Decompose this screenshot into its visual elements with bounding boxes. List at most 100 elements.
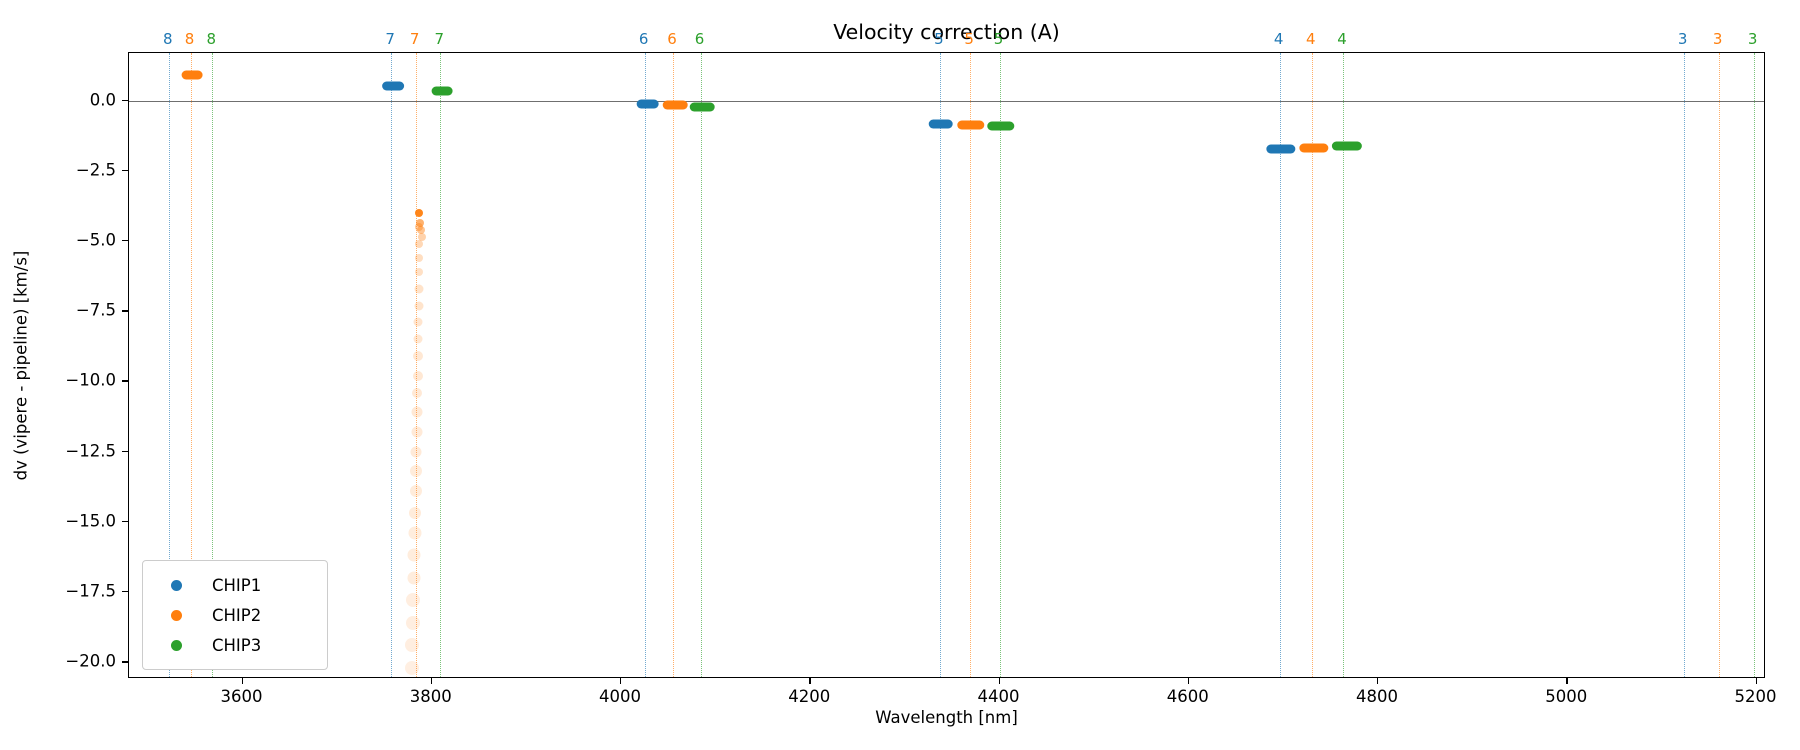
outlier-point xyxy=(407,548,421,562)
legend-item-chip1[interactable]: CHIP1 xyxy=(157,570,315,600)
outlier-point xyxy=(413,334,423,344)
order-label: 8 xyxy=(206,30,217,48)
outlier-point xyxy=(413,317,423,327)
y-tick-label: −12.5 xyxy=(65,441,116,461)
y-tick-label: −5.0 xyxy=(75,230,116,250)
outlier-point xyxy=(412,351,423,362)
order-label: 7 xyxy=(409,30,420,48)
outlier-point xyxy=(414,223,423,232)
outlier-point xyxy=(411,406,423,418)
outlier-point xyxy=(405,615,420,630)
chart-title: Velocity correction (A) xyxy=(833,20,1060,44)
outlier-point xyxy=(414,267,423,276)
data-cluster xyxy=(662,100,688,110)
x-tick-mark xyxy=(809,678,811,684)
order-guide-line xyxy=(415,53,417,677)
order-guide-line xyxy=(999,53,1001,677)
x-tick-mark xyxy=(241,678,243,684)
outlier-point xyxy=(410,446,422,458)
order-guide-line xyxy=(700,53,702,677)
data-cluster xyxy=(1299,143,1329,153)
x-tick-label: 4400 xyxy=(977,687,1020,706)
outlier-point xyxy=(405,593,420,608)
x-tick-mark xyxy=(1187,678,1190,684)
x-tick-mark xyxy=(620,678,622,684)
order-guide-line xyxy=(673,53,675,677)
y-tick-label: −15.0 xyxy=(65,511,116,531)
order-guide-line xyxy=(939,53,941,677)
order-guide-line xyxy=(1311,53,1313,677)
order-guide-line xyxy=(644,53,646,677)
x-tick-label: 3800 xyxy=(409,687,452,706)
outlier-point xyxy=(404,638,419,653)
y-axis-label-text: dv (vipere - pipeline) [km/s] xyxy=(11,250,31,480)
x-tick-label: 4200 xyxy=(788,687,831,706)
y-tick-label: −10.0 xyxy=(65,370,116,390)
order-guide-line xyxy=(1343,53,1345,677)
outlier-point xyxy=(415,209,424,217)
outlier-point xyxy=(414,253,423,262)
order-guide-line xyxy=(212,53,214,677)
outlier-point xyxy=(409,484,422,497)
x-tick-label: 4000 xyxy=(599,687,642,706)
chart-legend: CHIP1 CHIP2 CHIP3 xyxy=(142,560,328,670)
outlier-point xyxy=(414,284,424,294)
order-guide-line xyxy=(391,53,393,677)
outlier-point xyxy=(412,370,423,381)
y-tick-label: −17.5 xyxy=(65,581,116,601)
y-tick-mark xyxy=(122,590,128,593)
outlier-point xyxy=(407,571,421,585)
order-label: 3 xyxy=(1747,30,1758,48)
order-label: 5 xyxy=(993,30,1004,48)
outlier-point xyxy=(409,465,422,478)
order-label: 3 xyxy=(1677,30,1688,48)
order-guide-line xyxy=(440,53,442,677)
x-tick-mark xyxy=(1377,678,1379,684)
legend-label: CHIP1 xyxy=(212,575,262,595)
data-cluster xyxy=(1266,144,1296,154)
order-label: 4 xyxy=(1337,30,1347,48)
y-tick-label: −20.0 xyxy=(65,651,116,671)
data-cluster xyxy=(928,119,954,129)
y-tick-mark xyxy=(122,450,128,452)
outlier-point xyxy=(414,301,424,311)
outlier-point xyxy=(408,507,421,520)
legend-label: CHIP3 xyxy=(212,635,262,655)
x-tick-mark xyxy=(1755,678,1757,684)
y-tick-label: −7.5 xyxy=(75,300,116,320)
legend-item-chip2[interactable]: CHIP2 xyxy=(157,600,315,630)
outlier-point xyxy=(414,239,423,248)
data-cluster xyxy=(1331,141,1362,151)
data-cluster xyxy=(431,86,453,96)
y-tick-mark xyxy=(122,310,128,312)
data-cluster xyxy=(987,121,1015,131)
x-tick-mark xyxy=(1566,678,1568,684)
x-tick-label: 5200 xyxy=(1734,687,1777,706)
order-guide-line xyxy=(1718,53,1720,677)
outlier-point xyxy=(418,232,427,241)
outlier-point xyxy=(417,225,426,234)
y-tick-mark xyxy=(122,520,128,523)
outlier-point xyxy=(404,660,419,675)
order-guide-line xyxy=(1753,53,1755,677)
x-tick-mark xyxy=(430,678,433,684)
plot-area xyxy=(129,53,1764,677)
order-guide-line xyxy=(168,53,170,677)
plot-axes xyxy=(128,52,1765,678)
order-label: 7 xyxy=(434,30,445,48)
legend-marker-icon xyxy=(171,579,182,591)
x-tick-label: 4600 xyxy=(1166,687,1209,706)
order-label: 6 xyxy=(667,30,677,48)
x-tick-label: 5000 xyxy=(1545,687,1588,706)
order-label: 8 xyxy=(184,30,195,48)
order-label: 6 xyxy=(694,30,705,48)
y-tick-mark xyxy=(122,661,128,663)
zero-reference-line xyxy=(129,100,1764,103)
legend-item-chip3[interactable]: CHIP3 xyxy=(157,630,315,660)
order-label: 4 xyxy=(1273,30,1284,48)
y-tick-label: 0.0 xyxy=(89,90,116,110)
data-cluster xyxy=(181,70,203,80)
order-label: 6 xyxy=(638,30,649,48)
x-axis-label: Wavelength [nm] xyxy=(875,708,1018,727)
